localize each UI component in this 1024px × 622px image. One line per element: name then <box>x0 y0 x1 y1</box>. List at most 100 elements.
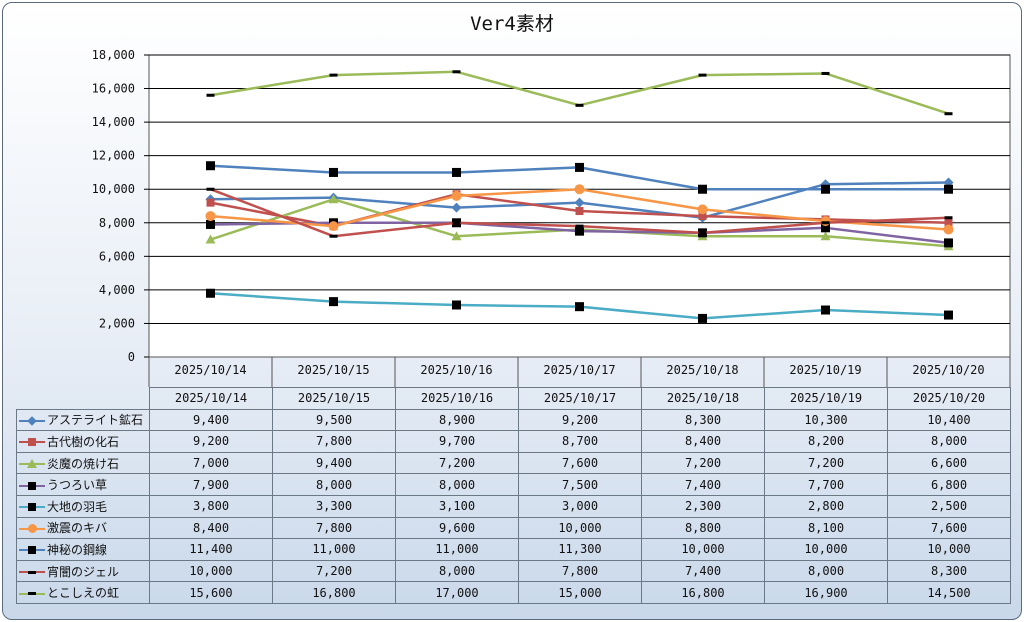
table-cell: 8,000 <box>272 473 396 496</box>
data-point <box>944 112 953 116</box>
data-point <box>575 103 584 107</box>
legend-cell: 神秘の鋼線 <box>16 538 150 561</box>
data-point <box>452 70 461 74</box>
table-cell: 7,900 <box>149 473 273 496</box>
table-header-cell: 2025/10/16 <box>395 387 519 410</box>
table-cell: 7,800 <box>272 430 396 453</box>
table-cell: 7,600 <box>518 451 642 475</box>
table-cell: 8,200 <box>764 430 888 453</box>
legend-key <box>19 459 45 469</box>
data-point <box>452 300 461 310</box>
table-cell: 2,800 <box>764 494 888 518</box>
table-cell: 6,800 <box>887 473 1011 496</box>
data-point <box>452 167 461 177</box>
legend-cell: 大地の羽毛 <box>16 494 150 518</box>
data-point <box>206 198 215 207</box>
data-point <box>575 302 584 312</box>
table-cell: 9,200 <box>149 430 273 453</box>
series-name: 神秘の鋼線 <box>47 542 108 557</box>
table-row: アステライト鉱石 9,400 9,500 8,900 9,200 8,300 10,300 1… <box>16 408 1011 432</box>
table-row: うつろい草 7,900 8,000 8,000 7,500 7,400 7,700 6,800 <box>16 473 1011 496</box>
legend-key <box>19 416 45 426</box>
data-point <box>821 184 830 194</box>
data-point <box>944 216 953 220</box>
data-point <box>329 297 338 307</box>
table-row: 宵闇のジェル 10,000 7,200 8,000 7,800 7,400 8,000 8,3… <box>16 559 1011 583</box>
table-row: 炎魔の焼け石 7,000 9,400 7,200 7,600 7,200 7,200 6,60… <box>16 451 1011 475</box>
series-name: 古代樹の化石 <box>47 434 120 449</box>
table-cell: 8,800 <box>641 516 765 540</box>
data-point <box>698 212 707 221</box>
table-header-cell: 2025/10/18 <box>641 387 765 410</box>
table-cell: 11,000 <box>272 538 396 561</box>
data-point <box>698 73 707 77</box>
table-cell: 17,000 <box>395 581 519 604</box>
series-name: 大地の羽毛 <box>47 499 108 514</box>
x-tick-label: 2025/10/17 <box>543 363 615 377</box>
table-cell: 7,800 <box>518 559 642 583</box>
table-cell: 2,500 <box>887 494 1011 518</box>
data-point <box>574 197 585 208</box>
table-row: とこしえの虹 15,600 16,800 17,000 15,000 16,800 16,9… <box>16 581 1011 604</box>
table-cell: 9,400 <box>272 451 396 475</box>
data-point <box>451 190 462 201</box>
table-cell: 7,800 <box>272 516 396 540</box>
data-point <box>328 221 339 232</box>
table-cell: 16,800 <box>641 581 765 604</box>
table-corner <box>16 387 150 410</box>
data-point <box>821 221 830 225</box>
data-point <box>820 216 831 227</box>
table-row: 大地の羽毛 3,800 3,300 3,100 3,000 2,300 2,800 2,500 <box>16 494 1011 518</box>
table-cell: 3,800 <box>149 494 273 518</box>
y-tick-label: 6,000 <box>99 249 135 263</box>
legend-key <box>19 481 45 491</box>
table-row: 激震のキバ 8,400 7,800 9,600 10,000 8,800 8,100 7,60… <box>16 516 1011 540</box>
data-point <box>575 224 584 228</box>
table-cell: 8,300 <box>641 408 765 432</box>
table-cell: 3,100 <box>395 494 519 518</box>
legend-cell: うつろい草 <box>16 473 150 496</box>
table-cell: 10,000 <box>518 516 642 540</box>
y-tick-label: 16,000 <box>92 82 135 96</box>
y-tick-label: 8,000 <box>99 216 135 230</box>
data-point <box>575 162 584 172</box>
data-table: 2025/10/14 2025/10/15 2025/10/16 2025/10/17… <box>16 387 1011 604</box>
legend-key <box>19 523 45 534</box>
series-name: 宵闇のジェル <box>47 564 120 579</box>
legend-cell: 激震のキバ <box>16 516 150 540</box>
data-point <box>328 194 339 204</box>
table-cell: 11,400 <box>149 538 273 561</box>
table-cell: 8,000 <box>395 473 519 496</box>
series-name: 炎魔の焼け石 <box>47 456 120 471</box>
data-point <box>574 184 585 195</box>
data-point <box>944 310 953 320</box>
table-cell: 7,200 <box>764 451 888 475</box>
data-point <box>821 71 830 75</box>
table-header-cell: 2025/10/14 <box>149 387 273 410</box>
data-point <box>451 231 462 241</box>
table-cell: 10,000 <box>149 559 273 583</box>
legend-cell: 炎魔の焼け石 <box>16 451 150 475</box>
data-point <box>206 187 215 191</box>
table-cell: 7,200 <box>395 451 519 475</box>
table-cell: 7,000 <box>149 451 273 475</box>
y-tick-label: 2,000 <box>99 316 135 330</box>
data-point <box>206 93 215 97</box>
data-point <box>205 211 216 222</box>
data-point <box>697 204 708 215</box>
table-cell: 2,300 <box>641 494 765 518</box>
table-cell: 8,400 <box>149 516 273 540</box>
legend-key <box>19 545 45 555</box>
table-cell: 9,200 <box>518 408 642 432</box>
data-point <box>821 223 830 233</box>
table-cell: 3,000 <box>518 494 642 518</box>
table-cell: 11,000 <box>395 538 519 561</box>
table-cell: 10,000 <box>641 538 765 561</box>
table-cell: 9,500 <box>272 408 396 432</box>
y-tick-label: 12,000 <box>92 149 135 163</box>
series-name: アステライト鉱石 <box>47 413 144 428</box>
table-cell: 8,000 <box>887 430 1011 453</box>
table-cell: 7,400 <box>641 473 765 496</box>
data-point <box>943 224 954 235</box>
